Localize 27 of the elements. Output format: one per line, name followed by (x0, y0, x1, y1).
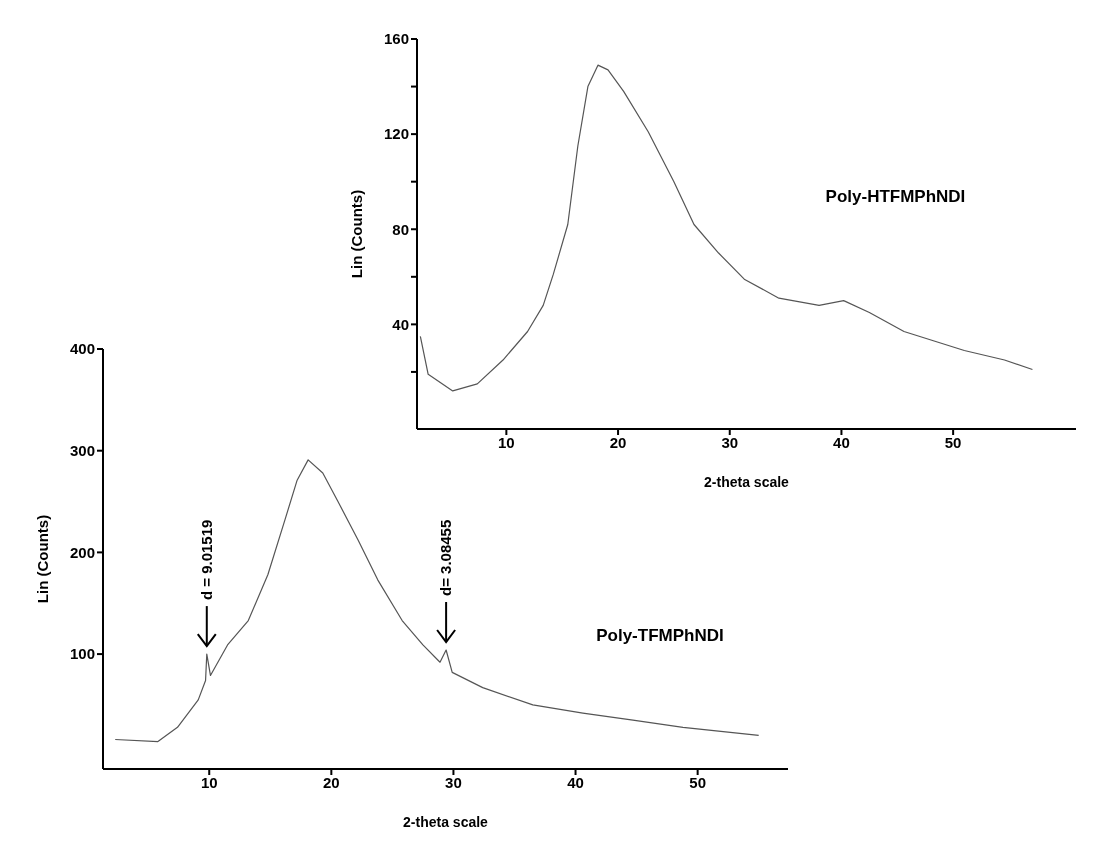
text: Poly-HTFMPhNDI (825, 187, 966, 208)
x-tick-label: 10 (200, 773, 218, 791)
y-tick-label: 160 (383, 30, 409, 48)
y-tick-label: 300 (69, 442, 95, 460)
y-tick-label: 200 (69, 543, 95, 561)
y-tick-label: 400 (69, 340, 95, 358)
y-tick-label: 120 (383, 125, 409, 143)
x-tick-label: 40 (567, 773, 584, 791)
x-axis-title: 2-theta scale (403, 814, 489, 830)
y-tick-label: 100 (69, 645, 95, 663)
x-tick-label: 40 (833, 433, 850, 451)
x-tick-label: 50 (689, 773, 706, 791)
y-tick-label: 80 (392, 220, 409, 238)
x-tick-label: 20 (609, 433, 627, 451)
annotation: d = 9.01519 (198, 519, 216, 601)
y-axis-title: Lin (Counts) (34, 514, 52, 604)
annotation: d= 3.08455 (437, 519, 455, 597)
x-tick-label: 20 (322, 773, 340, 791)
x-tick-label: 30 (721, 433, 739, 451)
text: Poly-TFMPhNDI (596, 626, 724, 647)
y-tick-label: 40 (392, 315, 409, 333)
y-axis-title: Lin (Counts) (348, 189, 366, 279)
x-tick-label: 10 (498, 433, 515, 451)
line-series (419, 64, 1034, 392)
x-tick-label: 30 (445, 773, 462, 791)
x-tick-label: 50 (944, 433, 962, 451)
x-axis-title: 2-theta scale (704, 474, 790, 490)
